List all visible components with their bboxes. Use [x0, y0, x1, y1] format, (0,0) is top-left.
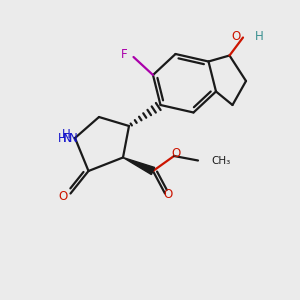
Text: O: O [164, 188, 172, 202]
Text: H: H [254, 29, 263, 43]
Text: CH₃: CH₃ [212, 156, 231, 167]
Text: H: H [58, 131, 67, 145]
Text: N: N [69, 131, 78, 145]
Text: O: O [231, 29, 241, 43]
Text: O: O [58, 190, 68, 203]
Text: F: F [121, 48, 128, 61]
Polygon shape [123, 158, 154, 175]
Text: O: O [172, 147, 181, 160]
Text: N: N [63, 131, 71, 145]
Text: H: H [61, 128, 70, 142]
